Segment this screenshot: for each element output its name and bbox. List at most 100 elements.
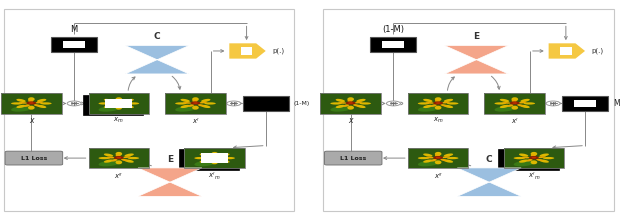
Circle shape (114, 156, 124, 159)
Circle shape (433, 101, 443, 105)
Circle shape (529, 156, 539, 159)
Circle shape (436, 157, 440, 158)
Ellipse shape (531, 152, 537, 156)
Ellipse shape (444, 154, 453, 157)
Ellipse shape (218, 156, 227, 158)
Circle shape (116, 102, 121, 104)
Bar (320, 93, 381, 114)
Ellipse shape (435, 152, 442, 156)
Ellipse shape (520, 99, 530, 102)
Ellipse shape (343, 104, 349, 107)
Ellipse shape (423, 105, 433, 108)
Ellipse shape (175, 106, 198, 112)
Bar (51, 37, 97, 52)
Bar (88, 148, 149, 169)
Ellipse shape (447, 102, 458, 104)
Text: L1 Loss: L1 Loss (340, 156, 366, 161)
Circle shape (433, 156, 443, 159)
Ellipse shape (223, 157, 235, 159)
Bar (560, 47, 572, 55)
Ellipse shape (220, 160, 230, 163)
Circle shape (387, 101, 401, 106)
Polygon shape (125, 46, 189, 74)
Ellipse shape (99, 160, 121, 166)
Ellipse shape (207, 159, 213, 161)
Bar (184, 148, 245, 169)
Circle shape (26, 101, 36, 105)
Text: M: M (613, 99, 620, 108)
Ellipse shape (192, 97, 199, 101)
Bar (241, 47, 252, 55)
Ellipse shape (540, 154, 549, 157)
Ellipse shape (99, 157, 110, 159)
Circle shape (116, 157, 121, 158)
Ellipse shape (17, 99, 26, 102)
Ellipse shape (195, 157, 206, 159)
Text: $x'_m$: $x'_m$ (208, 171, 221, 182)
Ellipse shape (104, 154, 113, 157)
Bar (1, 93, 61, 114)
Ellipse shape (199, 101, 207, 103)
Ellipse shape (183, 102, 191, 104)
Ellipse shape (127, 102, 139, 104)
Ellipse shape (188, 104, 194, 107)
Circle shape (510, 101, 520, 105)
Text: $x''$: $x''$ (433, 171, 443, 181)
Bar (201, 153, 228, 163)
Ellipse shape (536, 159, 543, 161)
Bar (320, 93, 381, 114)
Ellipse shape (431, 104, 436, 107)
Ellipse shape (435, 99, 440, 103)
Polygon shape (229, 43, 266, 59)
Ellipse shape (423, 99, 433, 102)
Ellipse shape (360, 102, 371, 104)
Ellipse shape (423, 154, 433, 157)
Ellipse shape (40, 102, 52, 104)
Ellipse shape (519, 154, 529, 157)
Ellipse shape (28, 99, 33, 103)
Bar (63, 41, 85, 48)
Ellipse shape (517, 104, 524, 106)
Bar (1, 93, 61, 114)
Text: E: E (167, 155, 173, 163)
Ellipse shape (543, 157, 554, 159)
Circle shape (227, 101, 241, 106)
Ellipse shape (418, 102, 429, 104)
Text: M: M (70, 25, 77, 34)
Ellipse shape (99, 102, 110, 104)
Circle shape (29, 102, 34, 104)
Circle shape (531, 157, 536, 158)
Ellipse shape (220, 154, 230, 157)
Ellipse shape (335, 105, 345, 108)
Ellipse shape (111, 104, 118, 107)
Circle shape (212, 157, 217, 158)
Bar (484, 93, 545, 114)
Ellipse shape (35, 101, 43, 103)
Ellipse shape (353, 104, 360, 106)
Ellipse shape (200, 160, 209, 163)
Ellipse shape (431, 159, 436, 161)
Text: (1-M): (1-M) (383, 25, 404, 34)
Text: $x''$: $x''$ (114, 171, 124, 181)
Bar (83, 95, 143, 115)
Ellipse shape (423, 160, 433, 163)
Ellipse shape (19, 102, 28, 104)
Ellipse shape (330, 102, 342, 104)
Ellipse shape (99, 106, 121, 112)
Ellipse shape (180, 99, 190, 102)
Ellipse shape (511, 97, 518, 101)
Bar (408, 148, 468, 169)
Ellipse shape (531, 160, 537, 164)
Bar (498, 149, 559, 170)
Ellipse shape (426, 102, 434, 104)
Ellipse shape (124, 99, 134, 102)
Ellipse shape (115, 152, 122, 156)
Circle shape (436, 102, 440, 104)
Ellipse shape (442, 156, 450, 158)
Ellipse shape (355, 101, 362, 103)
Ellipse shape (11, 102, 22, 104)
Ellipse shape (330, 106, 353, 112)
Ellipse shape (106, 157, 115, 158)
Ellipse shape (123, 101, 131, 103)
Ellipse shape (115, 160, 122, 164)
